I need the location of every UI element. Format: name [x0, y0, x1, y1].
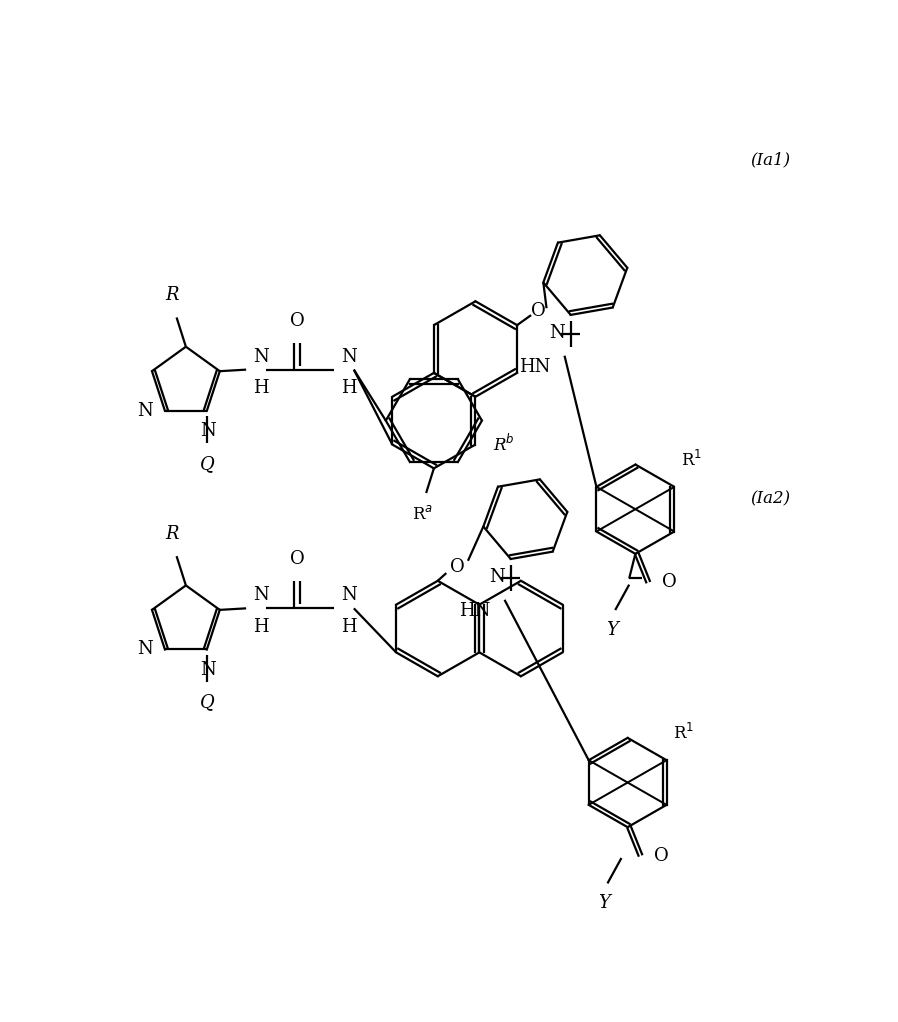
Text: O: O	[450, 558, 464, 576]
Text: O: O	[290, 550, 304, 568]
Text: N: N	[489, 568, 505, 587]
Text: N: N	[253, 587, 269, 604]
Text: (Ia1): (Ia1)	[750, 151, 790, 169]
Text: N: N	[200, 422, 216, 440]
Text: R$^{1}$: R$^{1}$	[673, 724, 694, 743]
Text: O: O	[654, 846, 669, 865]
Text: N: N	[549, 324, 565, 342]
Text: N: N	[253, 347, 269, 366]
Text: Y: Y	[606, 620, 618, 639]
Text: N: N	[340, 587, 357, 604]
Text: H: H	[253, 379, 269, 397]
Text: N: N	[340, 347, 357, 366]
Text: O: O	[532, 303, 546, 320]
Text: R$^{1}$: R$^{1}$	[681, 450, 701, 470]
Text: R: R	[165, 525, 179, 543]
Text: N: N	[200, 661, 216, 679]
Text: HN: HN	[459, 602, 490, 620]
Text: N: N	[136, 641, 153, 658]
Text: H: H	[340, 617, 357, 636]
Text: R$^{b}$: R$^{b}$	[492, 434, 515, 455]
Text: HN: HN	[519, 358, 550, 376]
Text: Q: Q	[199, 455, 215, 473]
Text: R: R	[165, 286, 179, 305]
Text: Y: Y	[598, 894, 611, 913]
Text: O: O	[662, 573, 676, 592]
Text: R$^{a}$: R$^{a}$	[411, 505, 433, 523]
Text: (Ia2): (Ia2)	[750, 490, 790, 507]
Text: H: H	[253, 617, 269, 636]
Text: Q: Q	[199, 693, 215, 711]
Text: H: H	[340, 379, 357, 397]
Text: N: N	[136, 402, 153, 420]
Text: O: O	[290, 312, 304, 330]
